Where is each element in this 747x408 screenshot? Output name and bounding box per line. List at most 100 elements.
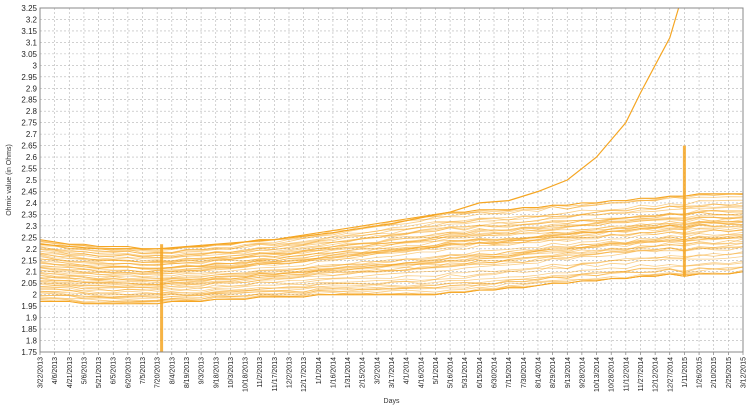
- y-axis-label: Ohmic value (in Ohms): [6, 144, 13, 216]
- x-tick-label: 8/29/2014: [550, 357, 557, 388]
- x-tick-label: 9/3/2013: [199, 357, 206, 384]
- y-tick-label: 2.3: [26, 222, 38, 231]
- cell-trace: [39, 246, 744, 286]
- y-tick-label: 3.2: [26, 15, 38, 24]
- y-tick-label: 3.05: [21, 50, 37, 59]
- y-tick-label: 2.95: [21, 73, 37, 82]
- y-tick-label: 2.1: [26, 268, 38, 277]
- x-tick-label: 5/31/2014: [462, 357, 469, 388]
- cell-trace: [39, 246, 744, 292]
- y-tick-label: 2.25: [21, 233, 37, 242]
- cell-trace: [39, 252, 744, 299]
- y-tick-label: 2.4: [26, 199, 38, 208]
- x-tick-label: 4/21/2013: [67, 357, 74, 388]
- x-tick-label: 5/21/2013: [96, 357, 103, 388]
- cell-trace: [39, 237, 744, 279]
- cell-trace: [39, 226, 744, 278]
- cell-trace: [39, 216, 744, 262]
- x-tick-label: 9/18/2013: [213, 357, 220, 388]
- y-tick-label: 1.85: [21, 325, 37, 334]
- x-tick-label: 12/27/2014: [667, 357, 674, 392]
- cell-trace: [39, 256, 744, 295]
- cell-trace: [39, 246, 744, 281]
- spike-event: [682, 145, 686, 277]
- cell-trace: [39, 211, 744, 258]
- x-tick-label: 3/17/2014: [389, 357, 396, 388]
- cell-trace: [39, 220, 744, 263]
- y-tick-label: 1.9: [26, 314, 38, 323]
- x-tick-label: 7/30/2014: [521, 357, 528, 388]
- x-tick-label: 11/27/2014: [638, 357, 645, 392]
- cell-trace: [39, 266, 744, 297]
- x-tick-label: 11/2/2013: [257, 357, 264, 388]
- x-tick-label: 2/15/2014: [360, 357, 367, 388]
- band-lower-edge: [40, 271, 744, 305]
- x-tick-label: 1/11/2015: [682, 357, 689, 388]
- x-tick-label: 4/1/2014: [404, 357, 411, 384]
- x-tick-label: 8/19/2013: [184, 357, 191, 388]
- cell-trace: [39, 221, 744, 264]
- x-tick-label: 6/15/2014: [477, 357, 484, 388]
- x-tick-label: 1/16/2014: [330, 357, 337, 388]
- x-tick-label: 4/16/2014: [418, 357, 425, 388]
- cell-trace: [39, 251, 744, 292]
- y-tick-label: 2.8: [26, 107, 38, 116]
- x-axis-label: Days: [384, 398, 400, 405]
- plot-frame: [39, 7, 744, 353]
- x-tick-label: 1/1/2014: [316, 357, 323, 384]
- x-tick-label: 5/16/2014: [448, 357, 455, 388]
- cell-trace: [39, 238, 744, 290]
- x-tick-label: 6/30/2014: [492, 357, 499, 388]
- x-tick-label: 12/2/2013: [286, 357, 293, 388]
- cell-trace: [39, 196, 744, 253]
- y-tick-label: 3.1: [26, 38, 38, 47]
- y-tick-label: 3: [33, 61, 38, 70]
- y-tick-label: 2.75: [21, 119, 37, 128]
- cell-trace: [39, 209, 744, 267]
- cell-trace: [39, 205, 744, 254]
- x-tick-label: 10/3/2013: [228, 357, 235, 388]
- x-ticks: 3/22/2013 4/6/2013 4/21/2013 5/6/2013 5/21/2…: [38, 352, 747, 392]
- cell-trace: [39, 229, 744, 282]
- y-ticks: 1.75 1.8 1.85 1.9 1.95 2 2.05 2.1 2.15 2.2 2.25 2.3…: [21, 4, 37, 357]
- y-tick-label: 2.65: [21, 142, 37, 151]
- x-tick-label: 1/26/2015: [697, 357, 704, 388]
- x-tick-label: 3/22/2013: [38, 357, 45, 388]
- y-tick-label: 2.7: [26, 130, 38, 139]
- y-tick-label: 2.45: [21, 187, 37, 196]
- x-tick-label: 8/14/2014: [535, 357, 542, 388]
- y-tick-label: 2.35: [21, 210, 37, 219]
- x-tick-label: 7/5/2013: [140, 357, 147, 384]
- x-tick-label: 2/10/2015: [711, 357, 718, 388]
- x-tick-label: 4/6/2013: [52, 357, 59, 384]
- x-tick-label: 10/18/2013: [243, 357, 250, 392]
- cell-trace: [39, 203, 744, 255]
- series-group: [39, 7, 744, 352]
- y-tick-label: 3.25: [21, 4, 37, 13]
- y-tick-label: 2.5: [26, 176, 38, 185]
- y-tick-label: 1.8: [26, 337, 38, 346]
- y-tick-label: 2.85: [21, 96, 37, 105]
- x-tick-label: 5/1/2014: [433, 357, 440, 384]
- x-tick-label: 6/20/2013: [125, 357, 132, 388]
- cell-trace: [39, 236, 744, 287]
- x-tick-label: 3/12/2015: [741, 357, 747, 388]
- x-tick-label: 11/17/2013: [272, 357, 279, 392]
- y-tick-label: 2: [33, 291, 38, 300]
- x-tick-label: 3/2/2014: [374, 357, 381, 384]
- x-tick-label: 7/20/2013: [155, 357, 162, 388]
- x-tick-label: 8/4/2013: [169, 357, 176, 384]
- x-tick-label: 5/6/2013: [81, 357, 88, 384]
- y-tick-label: 2.55: [21, 165, 37, 174]
- y-tick-label: 2.9: [26, 84, 38, 93]
- y-tick-label: 2.6: [26, 153, 38, 162]
- y-tick-label: 2.2: [26, 245, 38, 254]
- x-tick-label: 6/5/2013: [111, 357, 118, 384]
- x-tick-label: 9/13/2014: [565, 357, 572, 388]
- x-tick-label: 10/13/2014: [594, 357, 601, 392]
- cell-trace: [39, 224, 744, 266]
- x-tick-label: 12/17/2013: [301, 357, 308, 392]
- cell-trace: [39, 228, 744, 269]
- x-tick-label: 9/28/2014: [579, 357, 586, 388]
